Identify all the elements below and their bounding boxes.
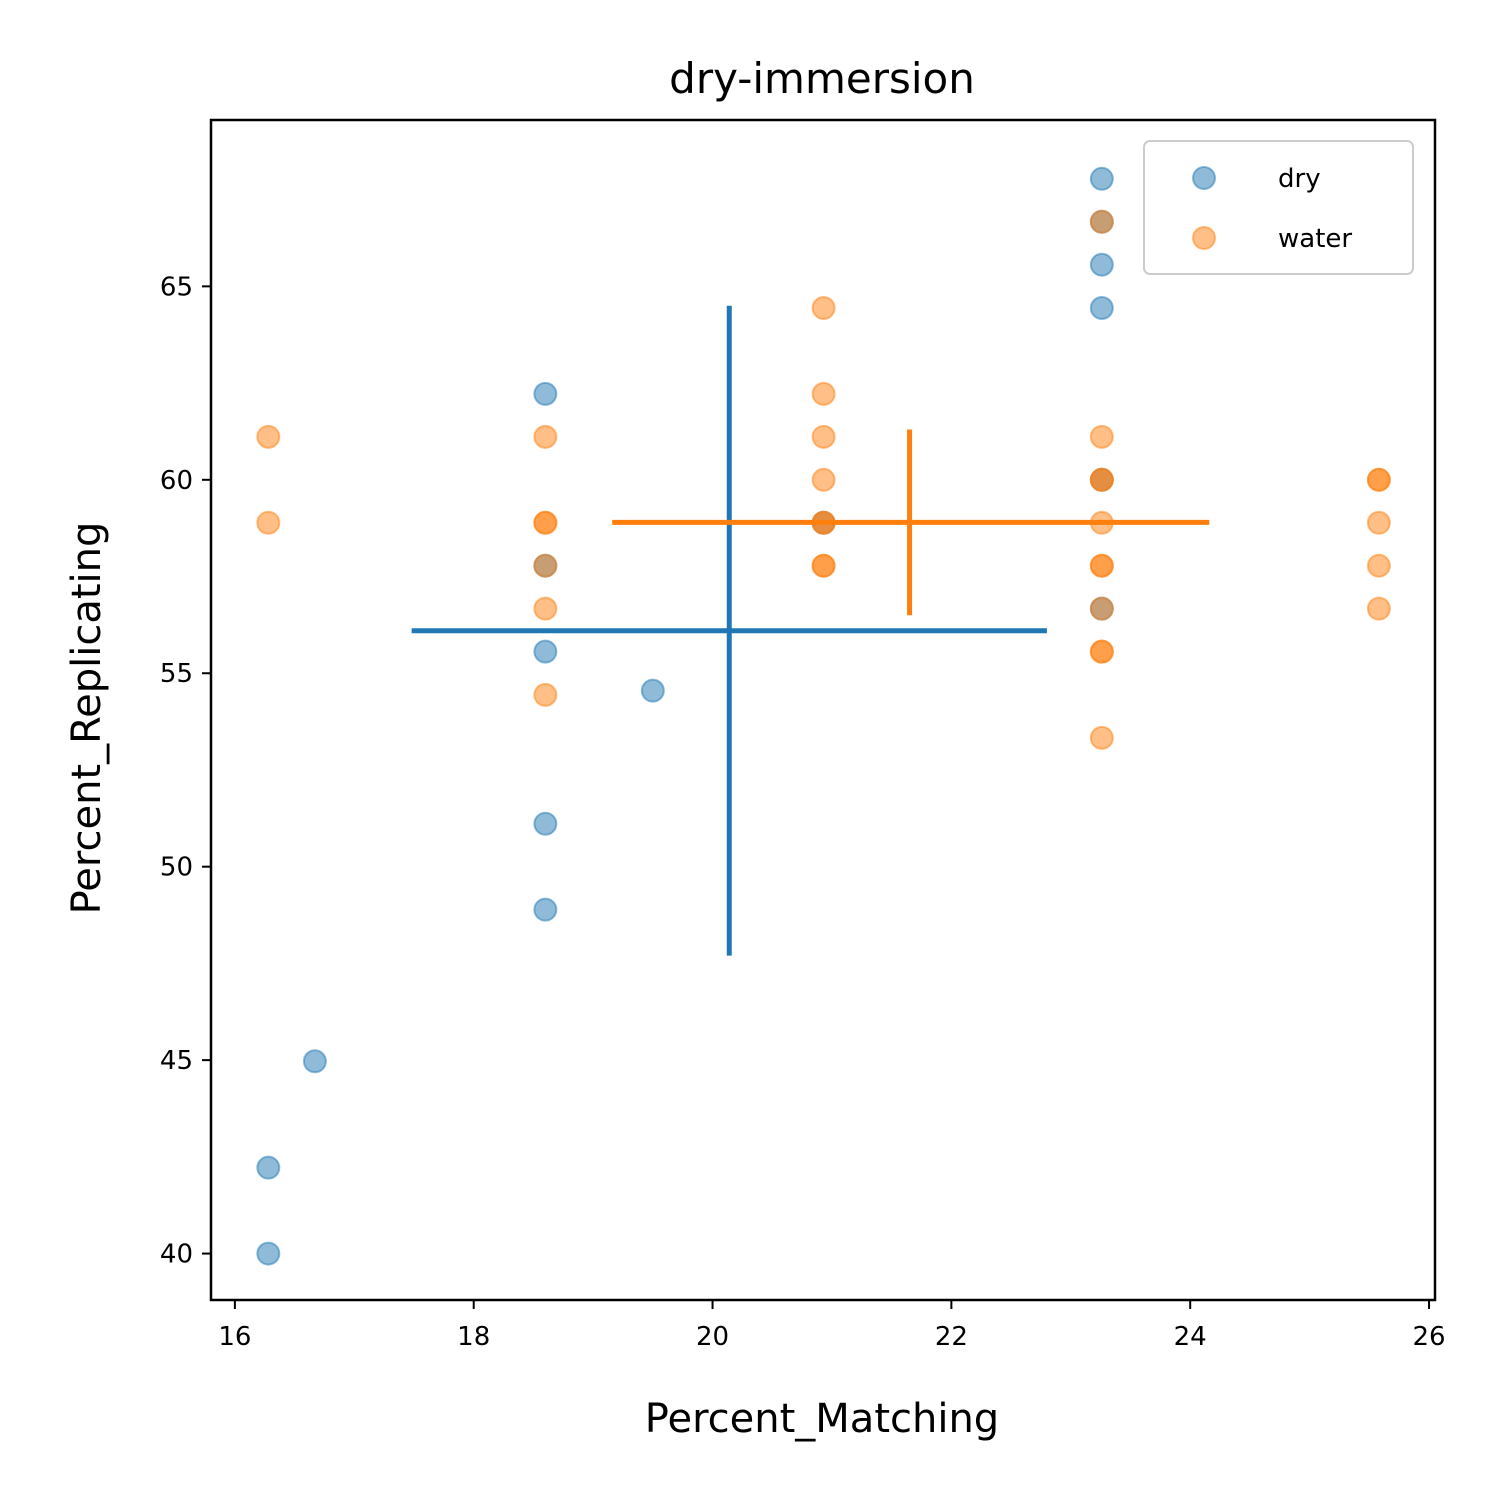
- dry-point: [256, 1155, 281, 1180]
- x-tick-label: 18: [457, 1322, 490, 1352]
- water-point: [533, 682, 558, 707]
- x-axis-label: Percent_Matching: [645, 1396, 999, 1442]
- y-tick-label: 60: [160, 466, 193, 496]
- y-tick-label: 65: [160, 272, 193, 302]
- dry-point: [533, 381, 558, 406]
- legend: dry water: [1143, 140, 1414, 275]
- water-point: [256, 424, 281, 449]
- points-layer: [256, 166, 1391, 1266]
- water-point: [1366, 467, 1391, 492]
- y-tick-label: 55: [160, 659, 193, 689]
- water-point: [256, 510, 281, 535]
- x-tick-label: 24: [1174, 1322, 1207, 1352]
- water-point: [811, 381, 836, 406]
- errorbar-layer: [411, 305, 1210, 956]
- y-axis-ticks: 40 45 50 55 60 65: [160, 272, 211, 1270]
- water-point: [1366, 596, 1391, 621]
- water-point: [1089, 725, 1114, 750]
- dry-point: [1089, 296, 1114, 321]
- y-tick-label: 45: [160, 1046, 193, 1076]
- water-point: [811, 553, 836, 578]
- water-point: [1089, 424, 1114, 449]
- legend-marker-dry: [1192, 166, 1216, 190]
- water-point: [533, 596, 558, 621]
- water-point: [1089, 553, 1114, 578]
- dry-point: [1089, 166, 1114, 191]
- plot-frame: [209, 118, 1437, 1302]
- legend-label-water: water: [1278, 224, 1352, 254]
- water-point: [1366, 510, 1391, 535]
- water-point: [533, 510, 558, 535]
- water-point: [1089, 639, 1114, 664]
- y-tick-label: 40: [160, 1240, 193, 1270]
- water-point: [1089, 467, 1114, 492]
- water-point: [1089, 209, 1114, 234]
- water-point: [1366, 553, 1391, 578]
- legend-box: [1143, 140, 1414, 275]
- water-point: [811, 424, 836, 449]
- water-point: [811, 467, 836, 492]
- dry-point: [533, 897, 558, 922]
- x-axis-ticks: 16 18 20 22 24 26: [218, 1300, 1446, 1352]
- water-point: [533, 424, 558, 449]
- dry-point: [533, 811, 558, 836]
- x-tick-label: 16: [218, 1322, 251, 1352]
- dry-point: [640, 678, 665, 703]
- x-tick-label: 22: [935, 1322, 968, 1352]
- dry-point: [302, 1049, 327, 1074]
- y-axis-label: Percent_Replicating: [64, 522, 110, 915]
- chart-title: dry-immersion: [669, 54, 975, 103]
- dry-point: [533, 639, 558, 664]
- water-point: [533, 553, 558, 578]
- x-tick-label: 26: [1412, 1322, 1445, 1352]
- legend-label-dry: dry: [1278, 164, 1321, 194]
- x-tick-label: 20: [696, 1322, 729, 1352]
- dry-point: [256, 1241, 281, 1266]
- legend-marker-water: [1192, 226, 1216, 250]
- water-point: [1089, 596, 1114, 621]
- water-point: [811, 296, 836, 321]
- y-tick-label: 50: [160, 853, 193, 883]
- dry-point: [1089, 252, 1114, 277]
